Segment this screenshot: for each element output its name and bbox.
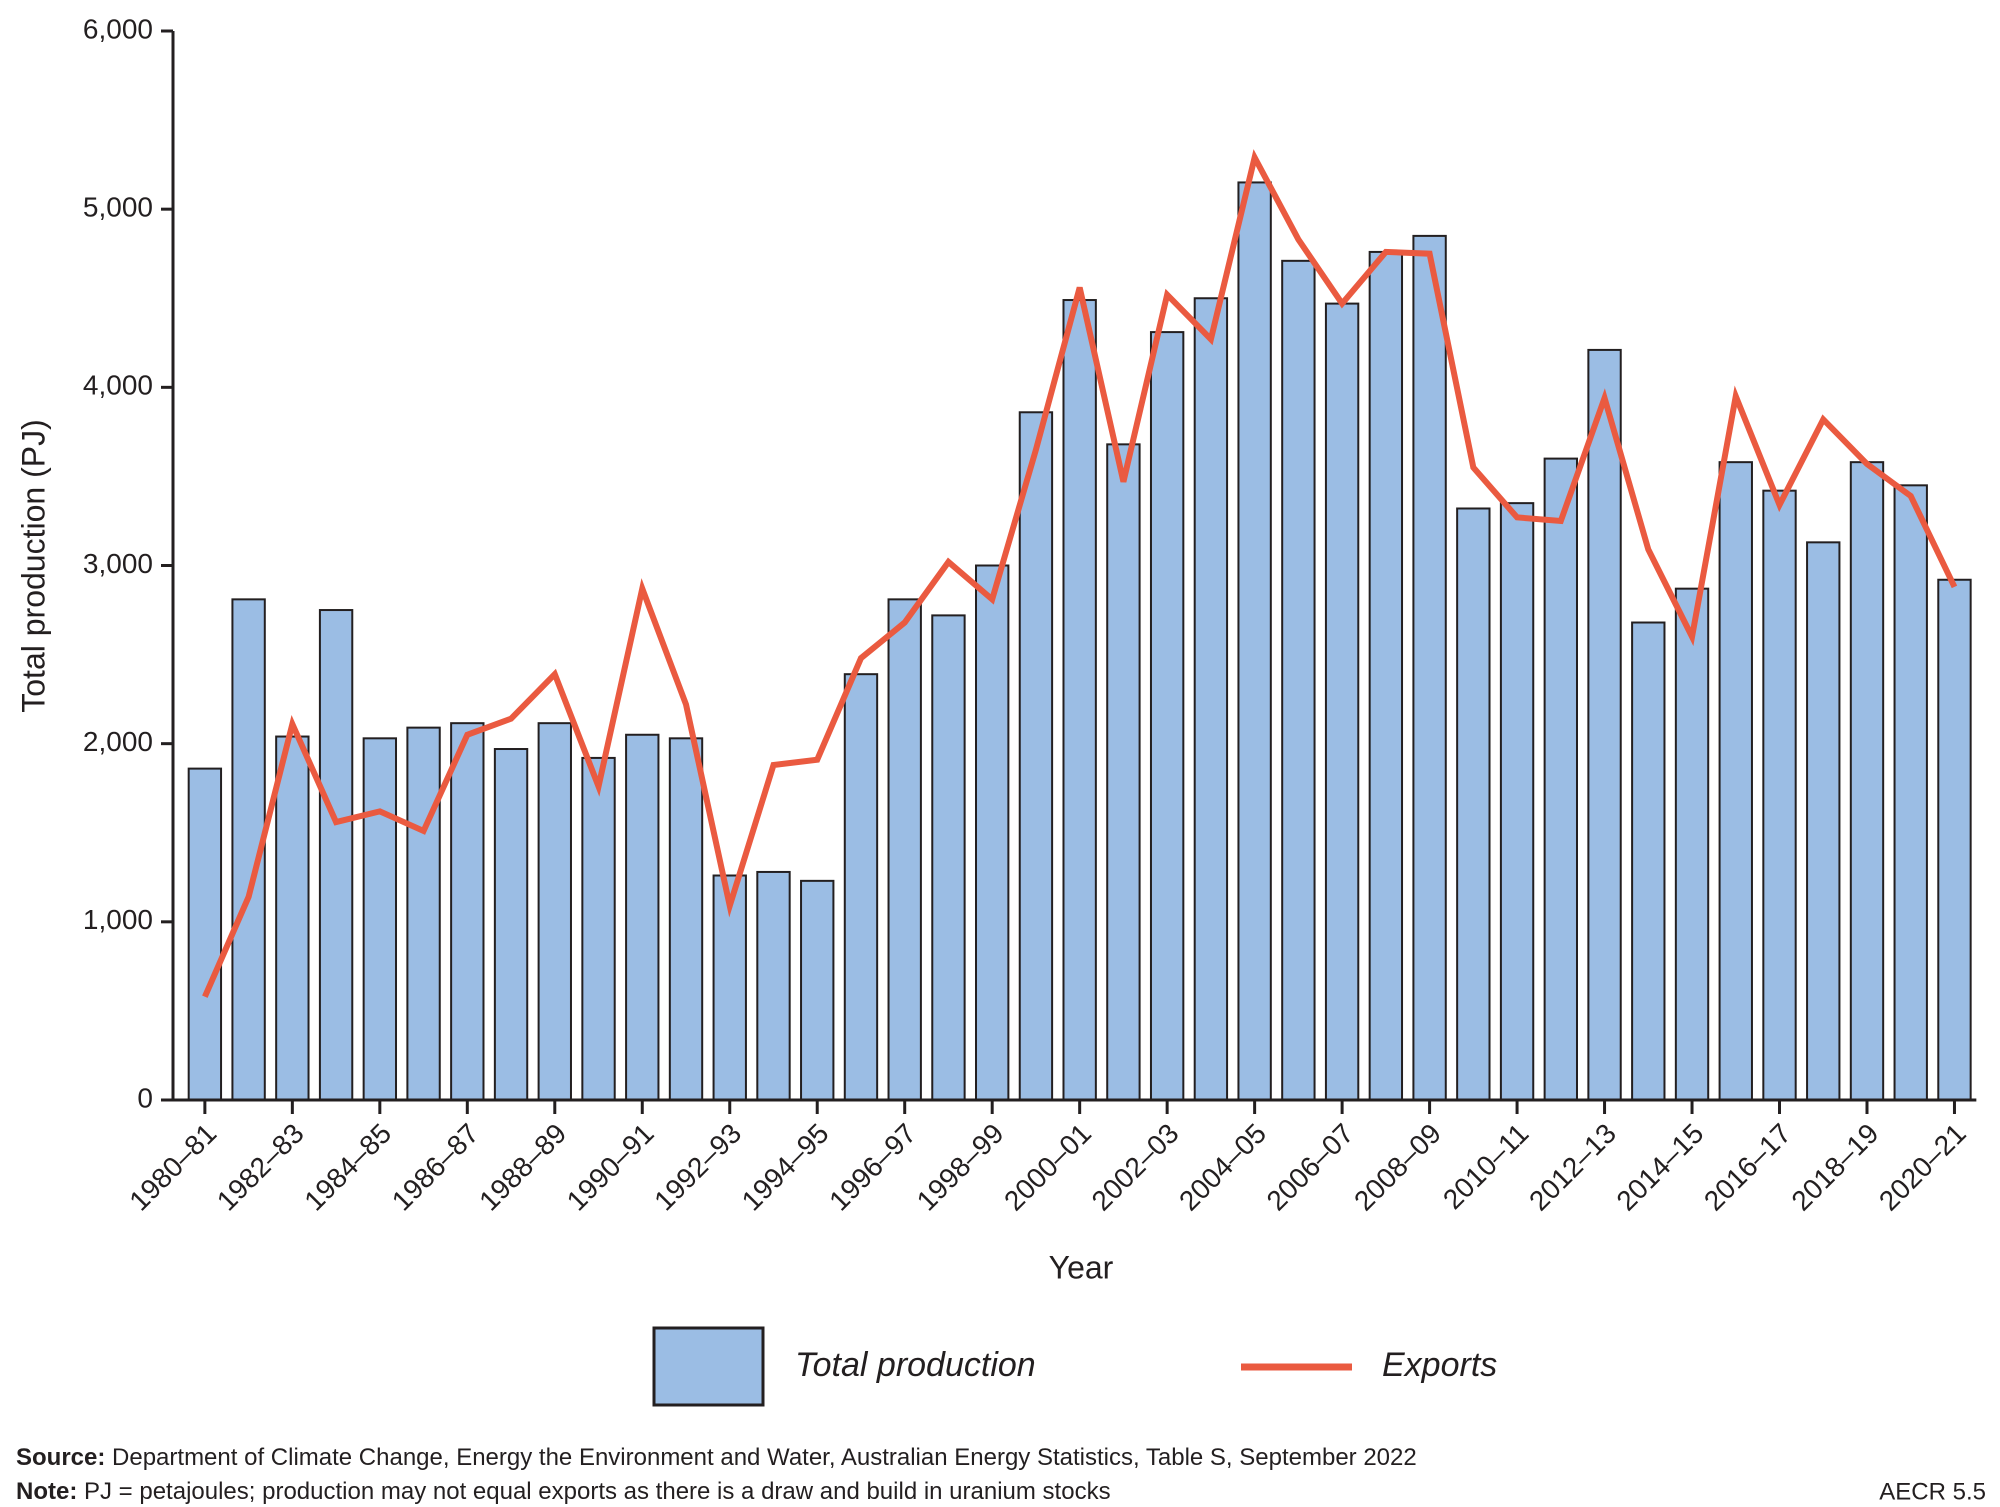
y-tick-label: 2,000 xyxy=(83,726,153,757)
y-tick-label: 3,000 xyxy=(83,548,153,579)
bar xyxy=(1937,578,1972,1101)
x-tick-label: 1990–91 xyxy=(561,1118,660,1217)
note-label: Note: xyxy=(16,1478,77,1505)
note-text: PJ = petajoules; production may not equa… xyxy=(84,1478,1111,1505)
legend-label: Exports xyxy=(1382,1346,1497,1384)
bar xyxy=(537,722,572,1101)
bar xyxy=(1674,587,1710,1102)
bar xyxy=(1718,461,1753,1101)
bar xyxy=(1806,541,1841,1101)
bar xyxy=(1018,411,1054,1101)
legend-label: Total production xyxy=(795,1346,1036,1384)
x-tick-label: 2006–07 xyxy=(1261,1118,1360,1217)
bar xyxy=(493,748,529,1101)
x-tick-label: 1998–99 xyxy=(911,1118,1010,1217)
bar xyxy=(1062,299,1097,1101)
bar xyxy=(1543,457,1578,1102)
x-tick-label: 2014–15 xyxy=(1610,1118,1709,1217)
bar xyxy=(625,733,660,1102)
bar xyxy=(1193,297,1229,1101)
x-tick-label: 2004–05 xyxy=(1173,1118,1272,1217)
bar xyxy=(1149,331,1185,1101)
bar xyxy=(362,737,398,1101)
bar xyxy=(318,609,354,1102)
bar xyxy=(406,726,441,1101)
x-tick-label: 1984–85 xyxy=(298,1118,397,1217)
bar xyxy=(1412,234,1447,1101)
y-tick-label: 0 xyxy=(137,1082,153,1113)
x-tick-label: 2012–13 xyxy=(1523,1118,1622,1217)
figure-id: AECR 5.5 xyxy=(1879,1478,1986,1505)
x-tick-label: 1986–87 xyxy=(386,1118,485,1217)
bar xyxy=(450,722,485,1101)
bar xyxy=(1281,259,1316,1101)
bar xyxy=(1762,489,1797,1102)
x-tick-label: 1988–89 xyxy=(473,1118,572,1217)
x-tick-label: 2010–11 xyxy=(1437,1118,1535,1216)
y-tick-label: 4,000 xyxy=(83,370,153,401)
bar xyxy=(800,879,835,1101)
bar xyxy=(1106,443,1141,1101)
bar xyxy=(931,614,966,1101)
bar xyxy=(1849,461,1885,1101)
bar xyxy=(975,564,1010,1101)
bar xyxy=(581,756,616,1101)
x-tick-label: 1980–81 xyxy=(123,1118,222,1217)
source: Source: Department of Climate Change, En… xyxy=(16,1444,1417,1471)
bar xyxy=(843,673,879,1101)
source-label: Source: xyxy=(16,1444,105,1471)
x-tick-label: 1996–97 xyxy=(823,1118,922,1217)
bar xyxy=(1893,484,1928,1101)
x-tick-label: 1994–95 xyxy=(736,1118,835,1217)
x-tick-label: 1992–93 xyxy=(648,1118,747,1217)
x-tick-label: 1982–83 xyxy=(211,1118,310,1217)
x-tick-label: 2018–19 xyxy=(1785,1118,1884,1217)
bar xyxy=(275,735,310,1101)
x-tick-label: 2016–17 xyxy=(1698,1118,1797,1217)
x-tick-label: 2000–01 xyxy=(998,1118,1097,1217)
bar xyxy=(1631,621,1666,1101)
source-text: Department of Climate Change, Energy the… xyxy=(112,1444,1417,1471)
x-tick-label: 2002–03 xyxy=(1086,1118,1185,1217)
bar xyxy=(887,598,922,1102)
bar xyxy=(1456,507,1491,1101)
note: Note: PJ = petajoules; production may no… xyxy=(16,1478,1111,1505)
x-axis-title: Year xyxy=(1049,1249,1114,1285)
bar xyxy=(1499,502,1535,1101)
bar xyxy=(756,870,791,1101)
y-tick-label: 1,000 xyxy=(83,904,153,935)
bar xyxy=(1324,302,1360,1102)
bar xyxy=(668,737,704,1101)
y-tick-label: 6,000 xyxy=(83,13,153,44)
x-tick-label: 2020–21 xyxy=(1873,1118,1972,1217)
bar xyxy=(1587,348,1622,1101)
x-tick-label: 2008–09 xyxy=(1348,1118,1447,1217)
legend-swatch xyxy=(652,1326,765,1407)
y-tick-label: 5,000 xyxy=(83,192,153,223)
bar xyxy=(1237,181,1272,1102)
bar xyxy=(1368,250,1404,1101)
bar xyxy=(187,767,223,1101)
y-axis-title: Total production (PJ) xyxy=(15,419,51,712)
line xyxy=(202,149,1958,998)
